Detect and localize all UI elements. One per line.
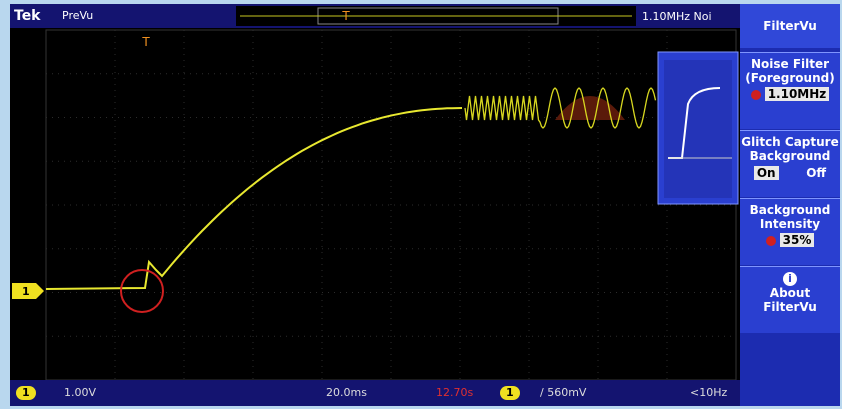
menu-label: (Foreground) (740, 71, 840, 85)
menu-label: Noise Filter (740, 57, 840, 71)
status: 1.10MHz Noi (642, 10, 712, 23)
glitch-capture-button[interactable]: Glitch Capture Background On Off (740, 130, 840, 197)
trigger-badge: 1 (500, 386, 520, 400)
trigger-marker-top: T (341, 9, 350, 23)
background-intensity-button[interactable]: Background Intensity 35% (740, 198, 840, 265)
screen (10, 4, 740, 406)
brand: Tek (14, 8, 41, 24)
channel-badge: 1 (16, 386, 36, 400)
timebase: 20.0ms (326, 383, 367, 403)
menu-label: Glitch Capture (740, 135, 840, 149)
oscilloscope-screen: Tek PreVu 1.10MHz Noi T T 1 FilterVu Noi… (0, 0, 842, 409)
channel-readout: 1 (16, 383, 36, 403)
display: Tek PreVu 1.10MHz Noi T T 1 (0, 0, 842, 409)
bottom-bar (10, 380, 740, 406)
noise-filter-button[interactable]: Noise Filter (Foreground) 1.10MHz (740, 52, 840, 129)
about-button[interactable]: i About FilterVu (740, 266, 840, 333)
trigger-level: / 560mV (540, 383, 586, 403)
vertical-scale: 1.00V (64, 383, 96, 403)
knob-icon (751, 90, 761, 100)
menu-label: About (740, 286, 840, 300)
off-option: Off (806, 166, 826, 180)
menu-label: Background (740, 203, 840, 217)
menu-label: Background (740, 149, 840, 163)
menu-value: 35% (780, 233, 815, 247)
trigger-marker: T (141, 35, 150, 49)
filter-popup-inner (664, 60, 732, 198)
knob-icon (766, 236, 776, 246)
channel-marker-label: 1 (22, 285, 30, 298)
frequency: <10Hz (690, 383, 727, 403)
menu-title: FilterVu (740, 4, 840, 48)
trigger-readout: 1 (500, 383, 520, 403)
menu-label: Intensity (740, 217, 840, 231)
menu-value: 1.10MHz (765, 87, 830, 101)
mode: PreVu (62, 9, 93, 22)
info-icon: i (783, 272, 797, 286)
on-option: On (754, 166, 779, 180)
menu-label: FilterVu (740, 300, 840, 314)
horizontal-position: 12.70s (436, 383, 473, 403)
